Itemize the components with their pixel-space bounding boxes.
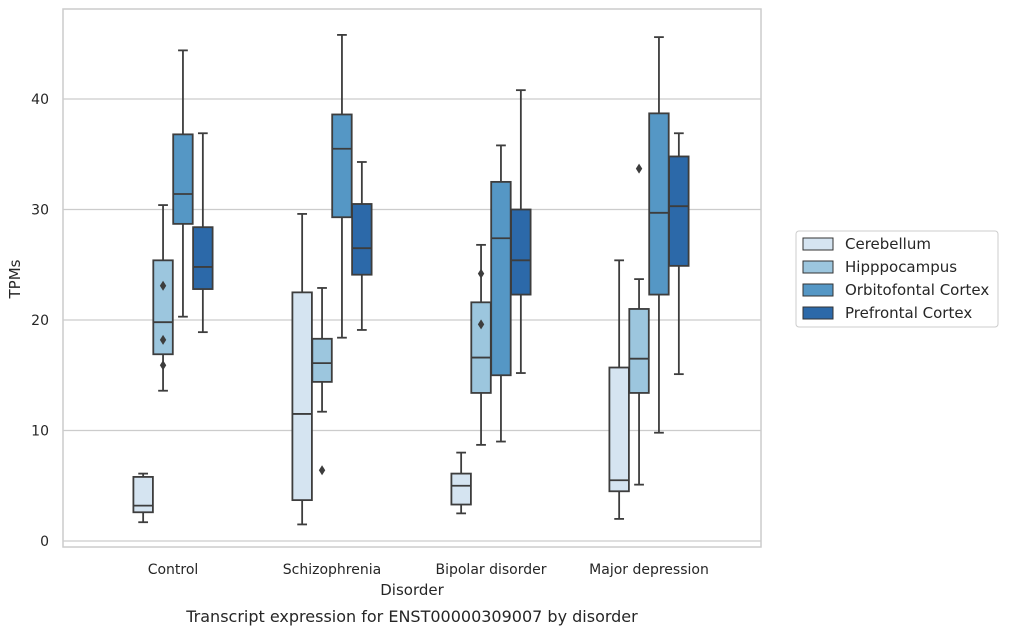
y-tick-label: 0 [40, 534, 49, 550]
box-body [311, 337, 333, 383]
plot-area [132, 34, 690, 526]
box-body [450, 472, 472, 506]
box [351, 161, 373, 331]
box [628, 163, 650, 486]
box-body [331, 113, 353, 219]
box [311, 287, 333, 476]
box [291, 213, 313, 526]
outlier-point [159, 334, 167, 345]
x-tick-label: Bipolar disorder [435, 562, 546, 578]
figure-caption: Transcript expression for ENST0000030900… [185, 607, 638, 626]
legend-swatch-orbitofrontal [802, 283, 834, 297]
legend-swatch-cerebellum [802, 237, 834, 251]
legend: Cerebellum Hipppocampus Orbitofontal Cor… [795, 230, 999, 328]
box [331, 34, 353, 339]
outlier-point [477, 319, 485, 330]
y-tick-label: 10 [31, 424, 49, 440]
box [172, 49, 194, 318]
y-tick-label: 20 [31, 313, 49, 329]
y-axis-ticks: 0 10 20 30 40 [31, 92, 49, 550]
box [470, 243, 492, 446]
outlier-point [159, 280, 167, 291]
box [648, 36, 670, 434]
outlier-point [477, 268, 485, 279]
box-body [470, 301, 492, 394]
box-body [351, 203, 373, 276]
box-body [510, 208, 532, 296]
box [510, 89, 532, 374]
x-tick-label: Major depression [589, 562, 709, 578]
y-tick-label: 40 [31, 92, 49, 108]
box-body [152, 259, 174, 356]
x-tick-label: Control [148, 562, 199, 578]
outlier-point [159, 360, 167, 371]
y-tick-label: 30 [31, 203, 49, 219]
legend-label-hippocampus: Hipppocampus [845, 258, 957, 276]
box-body [291, 291, 313, 502]
box-body [608, 366, 630, 493]
box [450, 451, 472, 515]
legend-label-cerebellum: Cerebellum [845, 235, 931, 253]
box [132, 472, 154, 524]
legend-frame [795, 230, 999, 328]
x-axis-ticks: Control Schizophrenia Bipolar disorder Majo… [148, 562, 709, 578]
box-body [172, 133, 194, 225]
legend-swatch-hippocampus [802, 260, 834, 274]
legend-swatch-prefrontal [802, 306, 834, 320]
box-body [192, 226, 214, 290]
box-body [668, 155, 690, 267]
plot-frame [62, 8, 762, 548]
box-body [648, 112, 670, 296]
x-tick-label: Schizophrenia [283, 562, 381, 578]
box [490, 144, 512, 443]
box-body [132, 476, 154, 514]
box [668, 132, 690, 376]
box-body [490, 180, 512, 377]
outlier-point [318, 465, 326, 476]
box [608, 259, 630, 520]
outlier-point [635, 163, 643, 174]
legend-label-orbitofrontal: Orbitofontal Cortex [845, 281, 989, 299]
x-axis-label: Disorder [380, 581, 444, 599]
y-axis-label: TPMs [6, 259, 24, 299]
box [192, 132, 214, 334]
box-body [628, 308, 650, 394]
box [152, 204, 174, 392]
legend-label-prefrontal: Prefrontal Cortex [845, 304, 972, 322]
